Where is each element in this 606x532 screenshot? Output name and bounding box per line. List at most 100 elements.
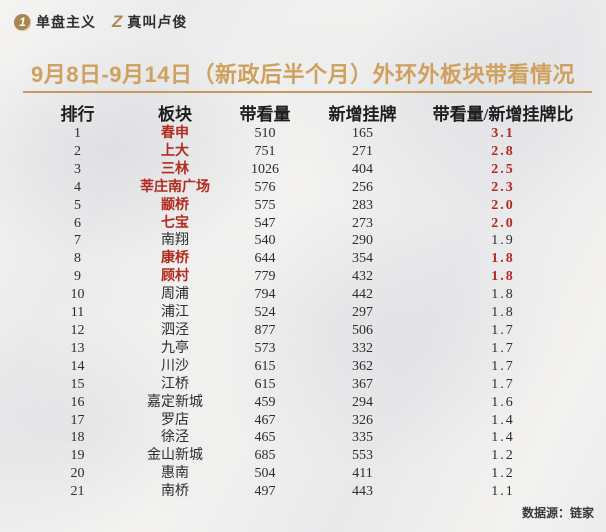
ratio-cell: 2.3 xyxy=(491,179,515,195)
rank-cell: 5 xyxy=(74,197,81,213)
ratio-cell: 1.7 xyxy=(491,358,515,374)
data-source-label: 数据源：链家 xyxy=(521,506,594,520)
brand-bar: 1 单盘主义 Z 真叫卢俊 xyxy=(14,12,187,32)
data-table: 排行 板块 带看量 新增挂牌 带看量/新增挂牌比 1 春申 510 165 3.1 2 上大… xyxy=(30,100,586,501)
title-divider xyxy=(23,91,592,93)
viewings-cell: 497 xyxy=(254,484,276,500)
table-row: 17 罗店 467 326 1.4 xyxy=(30,412,586,430)
rank-cell: 2 xyxy=(74,143,81,159)
ratio-cell: 1.8 xyxy=(491,269,515,285)
viewings-cell: 467 xyxy=(254,412,276,428)
new-listings-cell: 165 xyxy=(352,126,373,141)
ratio-cell: 1.7 xyxy=(491,322,515,338)
rank-cell: 21 xyxy=(70,484,85,500)
rank-cell: 8 xyxy=(74,251,81,267)
rank-cell: 1 xyxy=(74,126,81,141)
area-cell: 南翔 xyxy=(161,233,189,249)
table-row: 19 金山新城 685 553 1.2 xyxy=(30,447,586,465)
header-ratio: 带看量/新增挂牌比 xyxy=(432,105,574,124)
viewings-cell: 575 xyxy=(254,197,276,213)
rank-cell: 11 xyxy=(70,305,85,321)
area-cell: 泗泾 xyxy=(161,322,189,338)
viewings-cell: 1026 xyxy=(251,161,279,177)
rank-cell: 6 xyxy=(74,215,81,231)
new-listings-cell: 297 xyxy=(352,305,373,321)
table-row: 10 周浦 794 442 1.8 xyxy=(30,286,586,304)
area-cell: 康桥 xyxy=(161,251,189,267)
rank-cell: 14 xyxy=(70,358,85,374)
viewings-cell: 685 xyxy=(254,448,276,464)
rank-cell: 17 xyxy=(70,412,85,428)
table-row: 12 泗泾 877 506 1.7 xyxy=(30,322,586,340)
table-body: 1 春申 510 165 3.1 2 上大 751 271 2.8 3 三林 1026 404 2.5 4 莘庄… xyxy=(30,125,586,501)
ratio-cell: 1.8 xyxy=(491,287,515,303)
ratio-cell: 2.5 xyxy=(491,161,515,177)
ratio-cell: 1.1 xyxy=(491,484,515,500)
ratio-cell: 2.8 xyxy=(491,143,515,159)
ratio-cell: 1.2 xyxy=(491,448,515,464)
new-listings-cell: 362 xyxy=(352,358,373,374)
new-listings-cell: 271 xyxy=(352,143,373,159)
ratio-cell: 1.8 xyxy=(491,305,515,321)
area-cell: 九亭 xyxy=(161,340,189,356)
rank-cell: 3 xyxy=(74,161,81,177)
viewings-cell: 524 xyxy=(254,305,276,321)
new-listings-cell: 326 xyxy=(352,412,373,428)
header-new-listings: 新增挂牌 xyxy=(328,105,397,124)
ratio-cell: 1.4 xyxy=(491,430,515,446)
new-listings-cell: 283 xyxy=(352,197,373,213)
ratio-cell: 1.6 xyxy=(491,394,515,410)
new-listings-cell: 273 xyxy=(352,215,373,231)
ratio-cell: 3.1 xyxy=(491,126,515,141)
table-header-row: 排行 板块 带看量 新增挂牌 带看量/新增挂牌比 xyxy=(30,100,586,125)
viewings-cell: 547 xyxy=(254,215,276,231)
ratio-cell: 1.7 xyxy=(491,376,515,392)
table-row: 13 九亭 573 332 1.7 xyxy=(30,340,586,358)
ratio-cell: 2.0 xyxy=(491,215,515,231)
viewings-cell: 510 xyxy=(254,126,276,141)
new-listings-cell: 354 xyxy=(352,251,373,267)
area-cell: 南桥 xyxy=(161,484,189,500)
table-row: 20 惠南 504 411 1.2 xyxy=(30,465,586,483)
new-listings-cell: 335 xyxy=(352,430,373,446)
z-icon: Z xyxy=(112,12,123,31)
new-listings-cell: 432 xyxy=(352,269,373,285)
area-cell: 徐泾 xyxy=(161,430,189,446)
new-listings-cell: 332 xyxy=(352,340,373,356)
ratio-cell: 1.7 xyxy=(491,340,515,356)
table-row: 1 春申 510 165 3.1 xyxy=(30,125,586,143)
rank-cell: 16 xyxy=(70,394,85,410)
viewings-cell: 465 xyxy=(254,430,276,446)
circled-1-icon: 1 xyxy=(14,13,31,31)
area-cell: 罗店 xyxy=(161,412,189,428)
rank-cell: 4 xyxy=(74,179,81,195)
page-title: 9月8日-9月14日（新政后半个月）外环外板块带看情况 xyxy=(30,62,575,87)
rank-cell: 13 xyxy=(70,340,85,356)
ratio-cell: 1.2 xyxy=(491,466,515,482)
brand-label-danpanzhuyi: 单盘主义 xyxy=(36,14,96,30)
rank-cell: 10 xyxy=(70,287,85,303)
table-row: 18 徐泾 465 335 1.4 xyxy=(30,429,586,447)
rank-cell: 20 xyxy=(70,466,85,482)
area-cell: 顾村 xyxy=(161,269,189,285)
header-viewings: 带看量 xyxy=(239,105,291,124)
new-listings-cell: 256 xyxy=(352,179,373,195)
viewings-cell: 644 xyxy=(254,251,276,267)
brand-label-zhenjiaolujun: 真叫卢俊 xyxy=(127,14,188,30)
header-rank: 排行 xyxy=(60,105,95,124)
viewings-cell: 794 xyxy=(254,287,276,303)
ratio-cell: 1.4 xyxy=(491,412,515,428)
new-listings-cell: 553 xyxy=(352,448,373,464)
table-row: 5 颛桥 575 283 2.0 xyxy=(30,197,586,215)
table-row: 3 三林 1026 404 2.5 xyxy=(30,161,586,179)
rank-cell: 18 xyxy=(70,430,85,446)
table-row: 11 浦江 524 297 1.8 xyxy=(30,304,586,322)
table-row: 21 南桥 497 443 1.1 xyxy=(30,483,586,501)
ratio-cell: 2.0 xyxy=(491,197,515,213)
new-listings-cell: 506 xyxy=(352,322,373,338)
new-listings-cell: 404 xyxy=(352,161,373,177)
table-row: 14 川沙 615 362 1.7 xyxy=(30,358,586,376)
viewings-cell: 504 xyxy=(254,466,276,482)
area-cell: 川沙 xyxy=(161,358,189,374)
